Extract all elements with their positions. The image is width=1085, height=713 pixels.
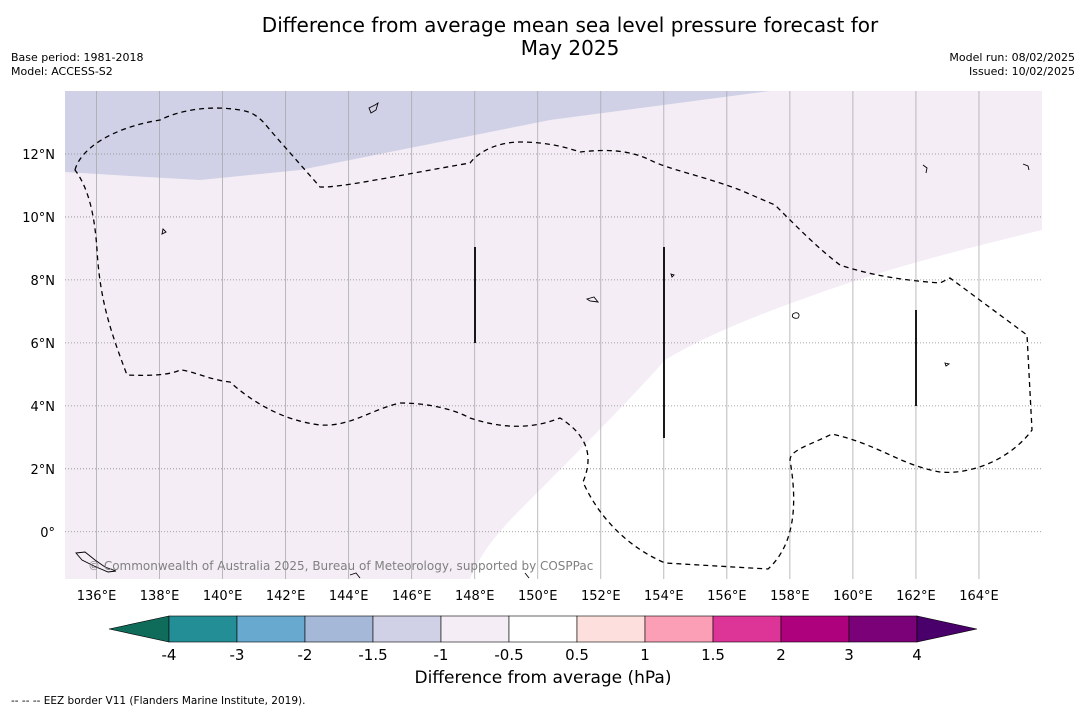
longitude-tick-label: 142°E xyxy=(266,589,306,604)
colorbar-tick-label: -2 xyxy=(298,646,313,664)
latitude-tick-label: 4°N xyxy=(31,400,56,415)
colorbar-tick-label: 1.5 xyxy=(701,646,725,664)
longitude-tick-label: 144°E xyxy=(329,589,369,604)
map-title: Difference from average mean sea level p… xyxy=(200,14,940,60)
latitude-tick-label: 0° xyxy=(40,526,55,541)
colorbar-tick-label: -0.5 xyxy=(494,646,523,664)
longitude-tick-label: 148°E xyxy=(455,589,495,604)
map-axis-ticks: 136°E 138°E 140°E 142°E 144°E 146°E 148°E 150°E… xyxy=(22,148,999,604)
latitude-tick-label: 6°N xyxy=(31,337,56,352)
colorbar-extend-high xyxy=(916,615,978,643)
colorbar-tick-label: 4 xyxy=(912,646,922,664)
longitude-tick-label: 138°E xyxy=(140,589,180,604)
latitude-tick-label: 10°N xyxy=(22,211,55,226)
island-outlines xyxy=(75,101,1030,579)
colorbar-tick-label: -3 xyxy=(230,646,245,664)
run-info: Model run: 08/02/2025 Issued: 10/02/2025 xyxy=(949,51,1075,79)
colorbar-tick-label: -1 xyxy=(434,646,449,664)
title-line-1: Difference from average mean sea level p… xyxy=(261,13,879,37)
colorbar-segment xyxy=(236,615,306,643)
colorbar-segment xyxy=(304,615,374,643)
latitude-tick-label: 8°N xyxy=(31,274,56,289)
colorbar-tick-label: 2 xyxy=(776,646,786,664)
longitude-tick-label: 154°E xyxy=(644,589,684,604)
colorbar-tick-label: 3 xyxy=(844,646,854,664)
base-period-text: Base period: 1981-2018 xyxy=(11,51,144,64)
map-panel: © Commonwealth of Australia 2025, Bureau… xyxy=(65,91,1042,579)
colorbar-segment xyxy=(372,615,442,643)
colorbar-segment xyxy=(576,615,646,643)
longitude-tick-label: 150°E xyxy=(518,589,558,604)
eez-border xyxy=(74,107,1033,570)
colorbar-segment xyxy=(644,615,714,643)
colorbar-title: Difference from average (hPa) xyxy=(414,668,672,688)
longitude-tick-label: 164°E xyxy=(959,589,999,604)
colorbar-tick-label: -1.5 xyxy=(358,646,387,664)
map-gridlines xyxy=(65,91,1042,579)
latitude-tick-label: 12°N xyxy=(22,148,55,163)
model-name-text: Model: ACCESS-S2 xyxy=(11,65,113,78)
colorbar-tick-label: 1 xyxy=(640,646,650,664)
colorbar-segment xyxy=(168,615,238,643)
title-line-2: May 2025 xyxy=(520,36,620,60)
colorbar-tick-label: -4 xyxy=(162,646,177,664)
colorbar-segment xyxy=(780,615,850,643)
colorbar-segment xyxy=(848,615,918,643)
colorbar-segment xyxy=(440,615,510,643)
model-info: Base period: 1981-2018 Model: ACCESS-S2 xyxy=(11,51,143,79)
longitude-tick-label: 136°E xyxy=(77,589,117,604)
colorbar-extend-low xyxy=(108,615,170,643)
longitude-tick-label: 156°E xyxy=(707,589,747,604)
colorbar-segment xyxy=(508,615,578,643)
longitude-tick-label: 152°E xyxy=(581,589,621,604)
copyright-notice: © Commonwealth of Australia 2025, Bureau… xyxy=(88,559,593,573)
longitude-tick-label: 140°E xyxy=(203,589,243,604)
colorbar-tick-label: 0.5 xyxy=(565,646,589,664)
longitude-tick-label: 158°E xyxy=(770,589,810,604)
longitude-tick-label: 146°E xyxy=(392,589,432,604)
latitude-tick-label: 2°N xyxy=(31,463,56,478)
colorbar-segment xyxy=(712,615,782,643)
longitude-tick-label: 160°E xyxy=(833,589,873,604)
footer-source-note: -- -- -- EEZ border V11 (Flanders Marine… xyxy=(11,695,306,707)
anomaly-fill-blue-grey xyxy=(65,91,770,180)
colorbar: -4 -3 -2 -1.5 -1 -0.5 0.5 1 1.5 2 3 4 xyxy=(108,615,978,664)
longitude-tick-label: 162°E xyxy=(896,589,936,604)
model-run-text: Model run: 08/02/2025 xyxy=(949,51,1075,64)
anomaly-fill-white xyxy=(470,230,1042,579)
issued-date-text: Issued: 10/02/2025 xyxy=(968,65,1075,78)
